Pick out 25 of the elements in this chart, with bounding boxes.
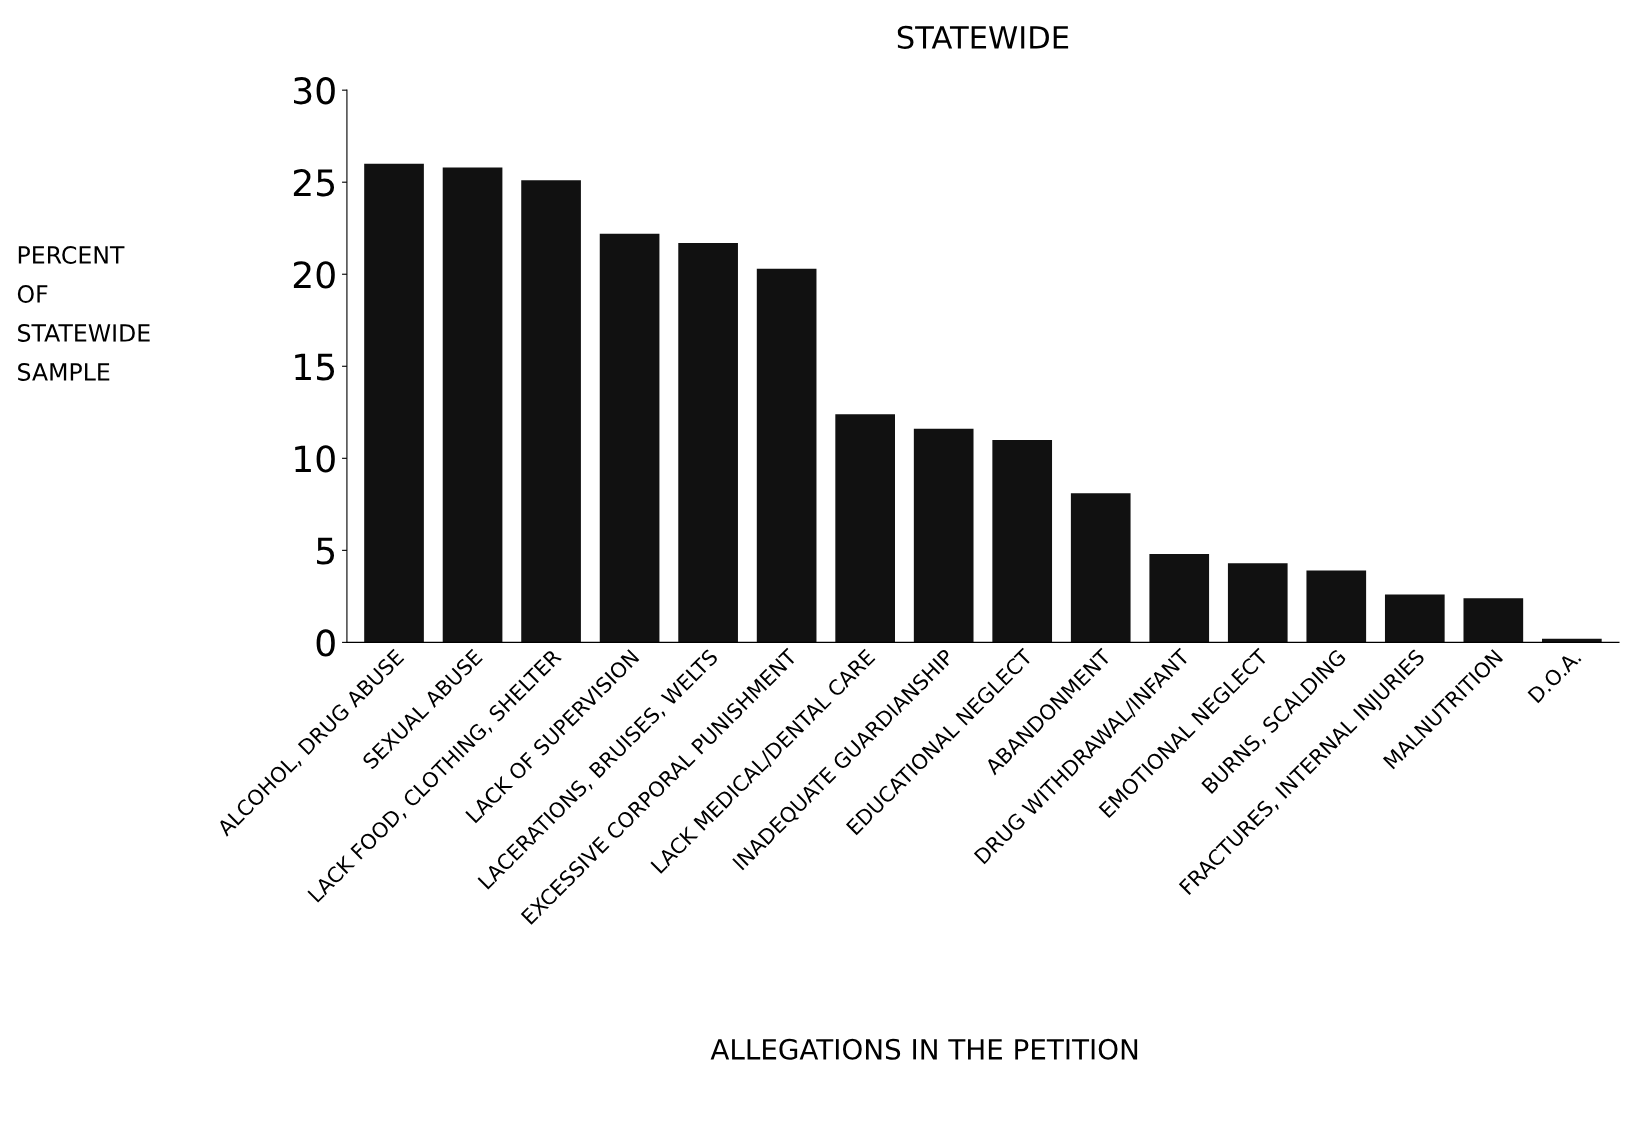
- bar: [1306, 570, 1367, 643]
- x-axis-title: ALLEGATIONS IN THE PETITION: [710, 1038, 1138, 1060]
- y-tick-label: 0: [316, 629, 335, 657]
- bar: [992, 439, 1053, 643]
- bar: [1463, 598, 1524, 643]
- y-tick-label: 30: [294, 77, 335, 105]
- bar: [1384, 594, 1445, 643]
- y-tick-label: 25: [293, 169, 335, 197]
- bar: [521, 180, 581, 643]
- bar: [1070, 493, 1131, 643]
- y-axis-title: PERCENT OF STATEWIDE SAMPLE: [17, 246, 150, 381]
- y-tick-label: 15: [295, 353, 335, 381]
- bar: [1149, 554, 1210, 643]
- bar: [442, 167, 503, 643]
- bar: [756, 268, 817, 643]
- bar: [364, 163, 424, 643]
- y-tick-label: 20: [293, 261, 335, 289]
- bar: [913, 428, 974, 643]
- bar: [599, 233, 660, 643]
- y-tick-label: 10: [295, 445, 335, 473]
- bar: [678, 242, 738, 643]
- bar: [1227, 563, 1288, 643]
- y-tick-label: 5: [317, 537, 335, 565]
- chart-title: STATEWIDE: [897, 25, 1069, 49]
- bar: [835, 414, 895, 643]
